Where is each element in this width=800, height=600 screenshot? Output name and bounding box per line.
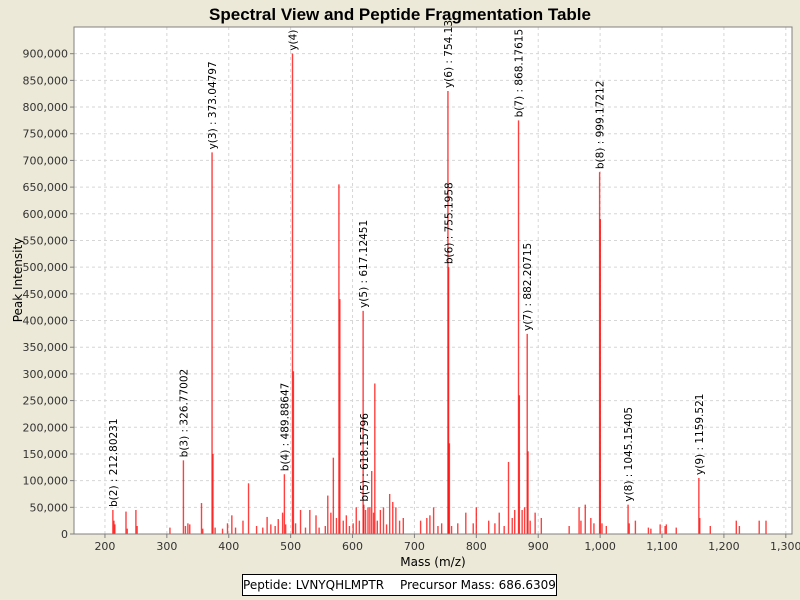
y-axis-label: Peak Intensity	[11, 238, 25, 323]
peak-series	[112, 53, 767, 534]
y-tick-label: 500,000	[23, 261, 69, 274]
x-tick-label: 500	[280, 540, 301, 553]
grid-lines	[74, 27, 792, 534]
y-tick-label: 300,000	[23, 368, 69, 381]
peak-annotation-label: b(2) : 212.80231	[108, 418, 120, 507]
x-tick-label: 200	[94, 540, 115, 553]
peak-annotation-label: b(8) : 999.17212	[595, 81, 607, 170]
precursor-mass-label: Precursor Mass: 686.6309	[400, 578, 556, 592]
peak-annotation-label: b(4) : 489.88647	[279, 383, 291, 472]
y-tick-label: 600,000	[23, 208, 69, 221]
peak-annotation-label: y(3) : 373.04797	[207, 61, 219, 149]
x-axis: 200 300 400 500 600 700 800 900 1,000 1,100 1,200 1…	[94, 534, 800, 553]
y-tick-label: 750,000	[23, 128, 69, 141]
peak-annotation-label: y(9) : 1159.521	[694, 394, 706, 475]
y-tick-label: 650,000	[23, 181, 69, 194]
y-axis: 0 50,000 100,000 150,000 200,000 250,000 300,0…	[23, 48, 74, 541]
y-tick-label: 450,000	[23, 288, 69, 301]
y-tick-label: 550,000	[23, 234, 69, 247]
peak-annotation-label: b(5) : 618.15796	[359, 413, 371, 502]
peak-annotation-label: y(6) : 754.13	[443, 20, 455, 88]
peak-annotation-label: y(8) : 1045.15405	[623, 407, 635, 502]
x-tick-label: 300	[156, 540, 177, 553]
x-tick-label: 1,100	[646, 540, 678, 553]
y-tick-label: 400,000	[23, 315, 69, 328]
x-tick-label: 900	[528, 540, 549, 553]
y-tick-label: 350,000	[23, 341, 69, 354]
peak-annotation-label: b(3) : 326.77002	[178, 369, 190, 458]
peptide-legend: Peptide: LVNYQHLMPTR Precursor Mass: 686…	[242, 574, 557, 596]
y-tick-label: 50,000	[30, 501, 69, 514]
peak-annotation-label: y(7) : 882.20715	[522, 243, 534, 331]
y-tick-label: 250,000	[23, 395, 69, 408]
plot-area	[74, 27, 792, 534]
y-tick-label: 800,000	[23, 101, 69, 114]
y-tick-label: 100,000	[23, 475, 69, 488]
x-tick-label: 400	[218, 540, 239, 553]
peptide-label: Peptide: LVNYQHLMPTR	[243, 578, 385, 592]
y-tick-label: 900,000	[23, 48, 69, 61]
plot-border	[73, 26, 793, 535]
x-tick-label: 800	[466, 540, 487, 553]
y-tick-label: 200,000	[23, 421, 69, 434]
y-tick-label: 150,000	[23, 448, 69, 461]
x-tick-label: 1,300	[770, 540, 800, 553]
x-tick-label: 600	[342, 540, 363, 553]
peak-annotation-label: y(5) : 617.12451	[358, 220, 370, 308]
peak-annotation-label: y(4)	[287, 30, 299, 51]
peak-annotation-label: b(6) : 755.1958	[444, 182, 456, 264]
y-tick-label: 0	[61, 528, 68, 541]
y-tick-label: 700,000	[23, 154, 69, 167]
x-tick-label: 1,200	[708, 540, 740, 553]
x-tick-label: 1,000	[584, 540, 616, 553]
chart-title: Spectral View and Peptide Fragmentation …	[209, 5, 591, 24]
x-tick-label: 700	[404, 540, 425, 553]
x-axis-label: Mass (m/z)	[400, 555, 465, 569]
peak-annotations: b(2) : 212.80231 b(3) : 326.77002 y(3) : 3…	[108, 20, 706, 507]
peak-annotation-label: b(7) : 868.17615	[514, 29, 526, 118]
y-tick-label: 850,000	[23, 74, 69, 87]
